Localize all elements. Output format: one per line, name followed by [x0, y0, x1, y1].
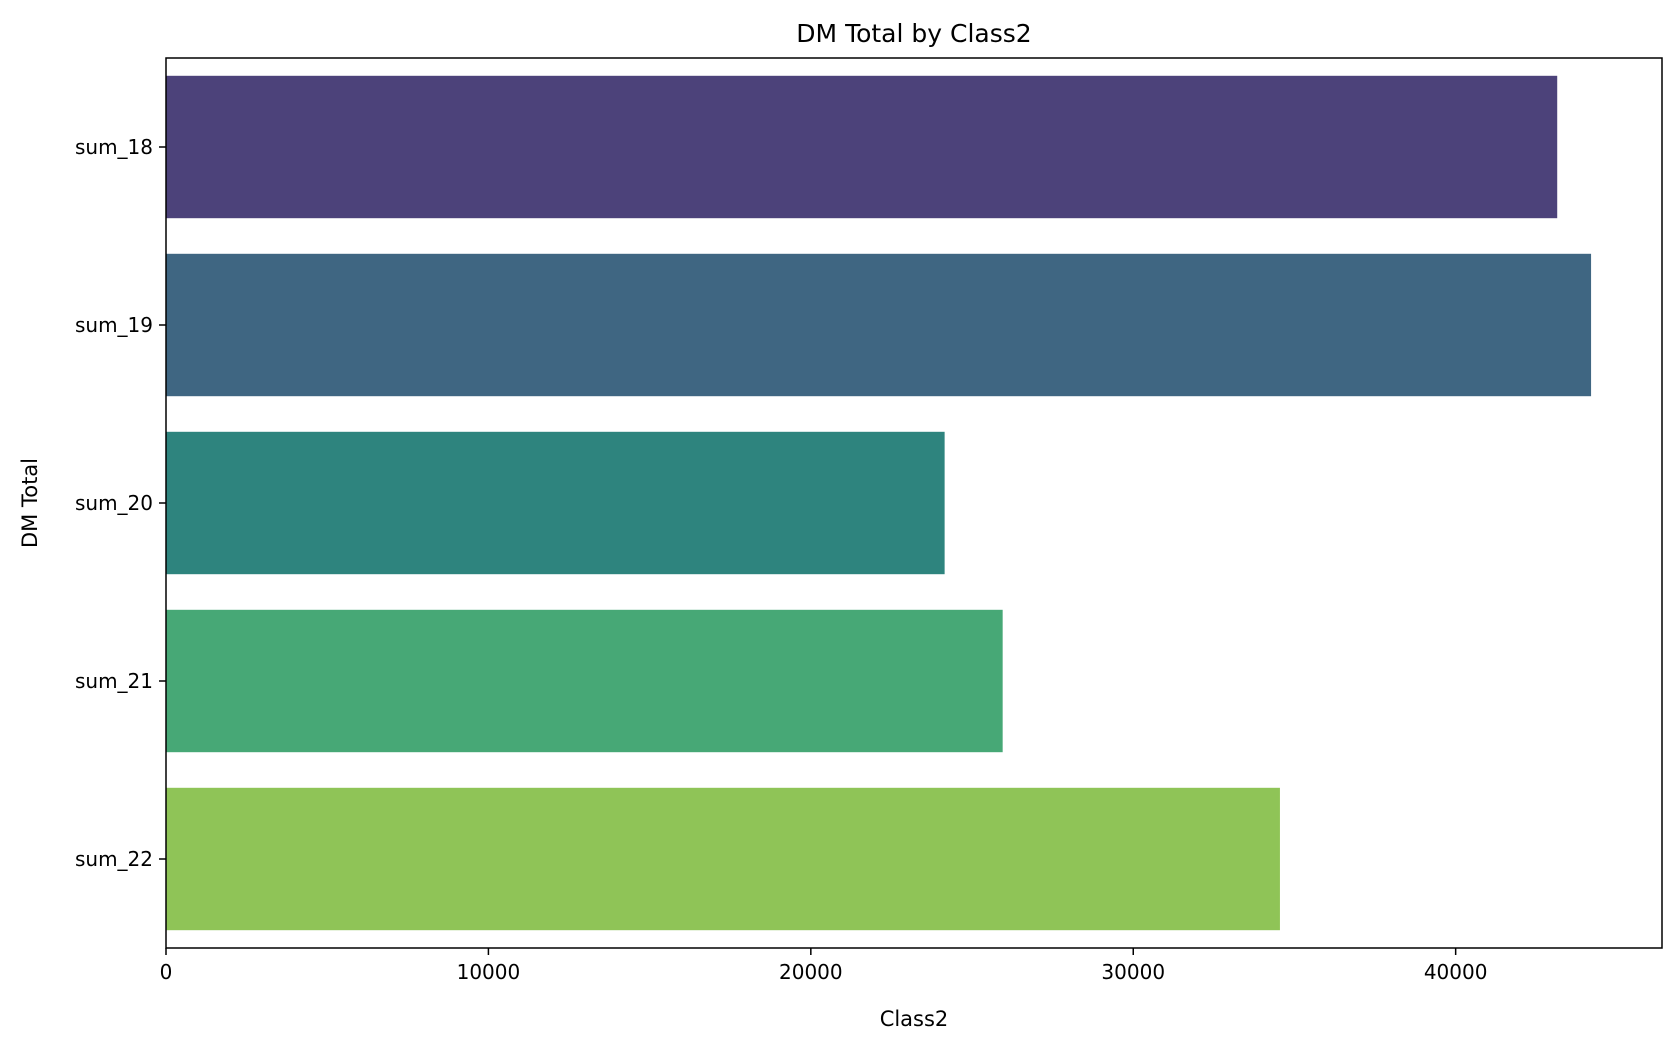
y-tick-label: sum_18 — [75, 135, 153, 159]
bar-sum_21 — [166, 609, 1003, 753]
chart-title: DM Total by Class2 — [796, 19, 1031, 48]
y-axis: sum_18 sum_19 sum_20 sum_21 sum_22 — [75, 135, 166, 871]
bar-sum_20 — [166, 431, 945, 575]
bar-sum_18 — [166, 75, 1558, 219]
x-axis: 0 10000 20000 30000 40000 — [160, 948, 1488, 984]
y-tick-label: sum_20 — [75, 491, 153, 515]
bars-layer — [166, 75, 1592, 931]
y-axis-label: DM Total — [18, 458, 42, 548]
bar-sum_19 — [166, 253, 1592, 397]
y-tick-label: sum_19 — [75, 313, 153, 337]
y-tick-label: sum_21 — [75, 669, 153, 693]
x-tick-label: 40000 — [1424, 960, 1488, 984]
bar-sum_22 — [166, 787, 1280, 931]
x-tick-label: 0 — [160, 960, 173, 984]
y-tick-label: sum_22 — [75, 847, 153, 871]
x-tick-label: 30000 — [1101, 960, 1165, 984]
x-axis-label: Class2 — [880, 1007, 949, 1031]
x-tick-label: 10000 — [457, 960, 521, 984]
x-tick-label: 20000 — [779, 960, 843, 984]
